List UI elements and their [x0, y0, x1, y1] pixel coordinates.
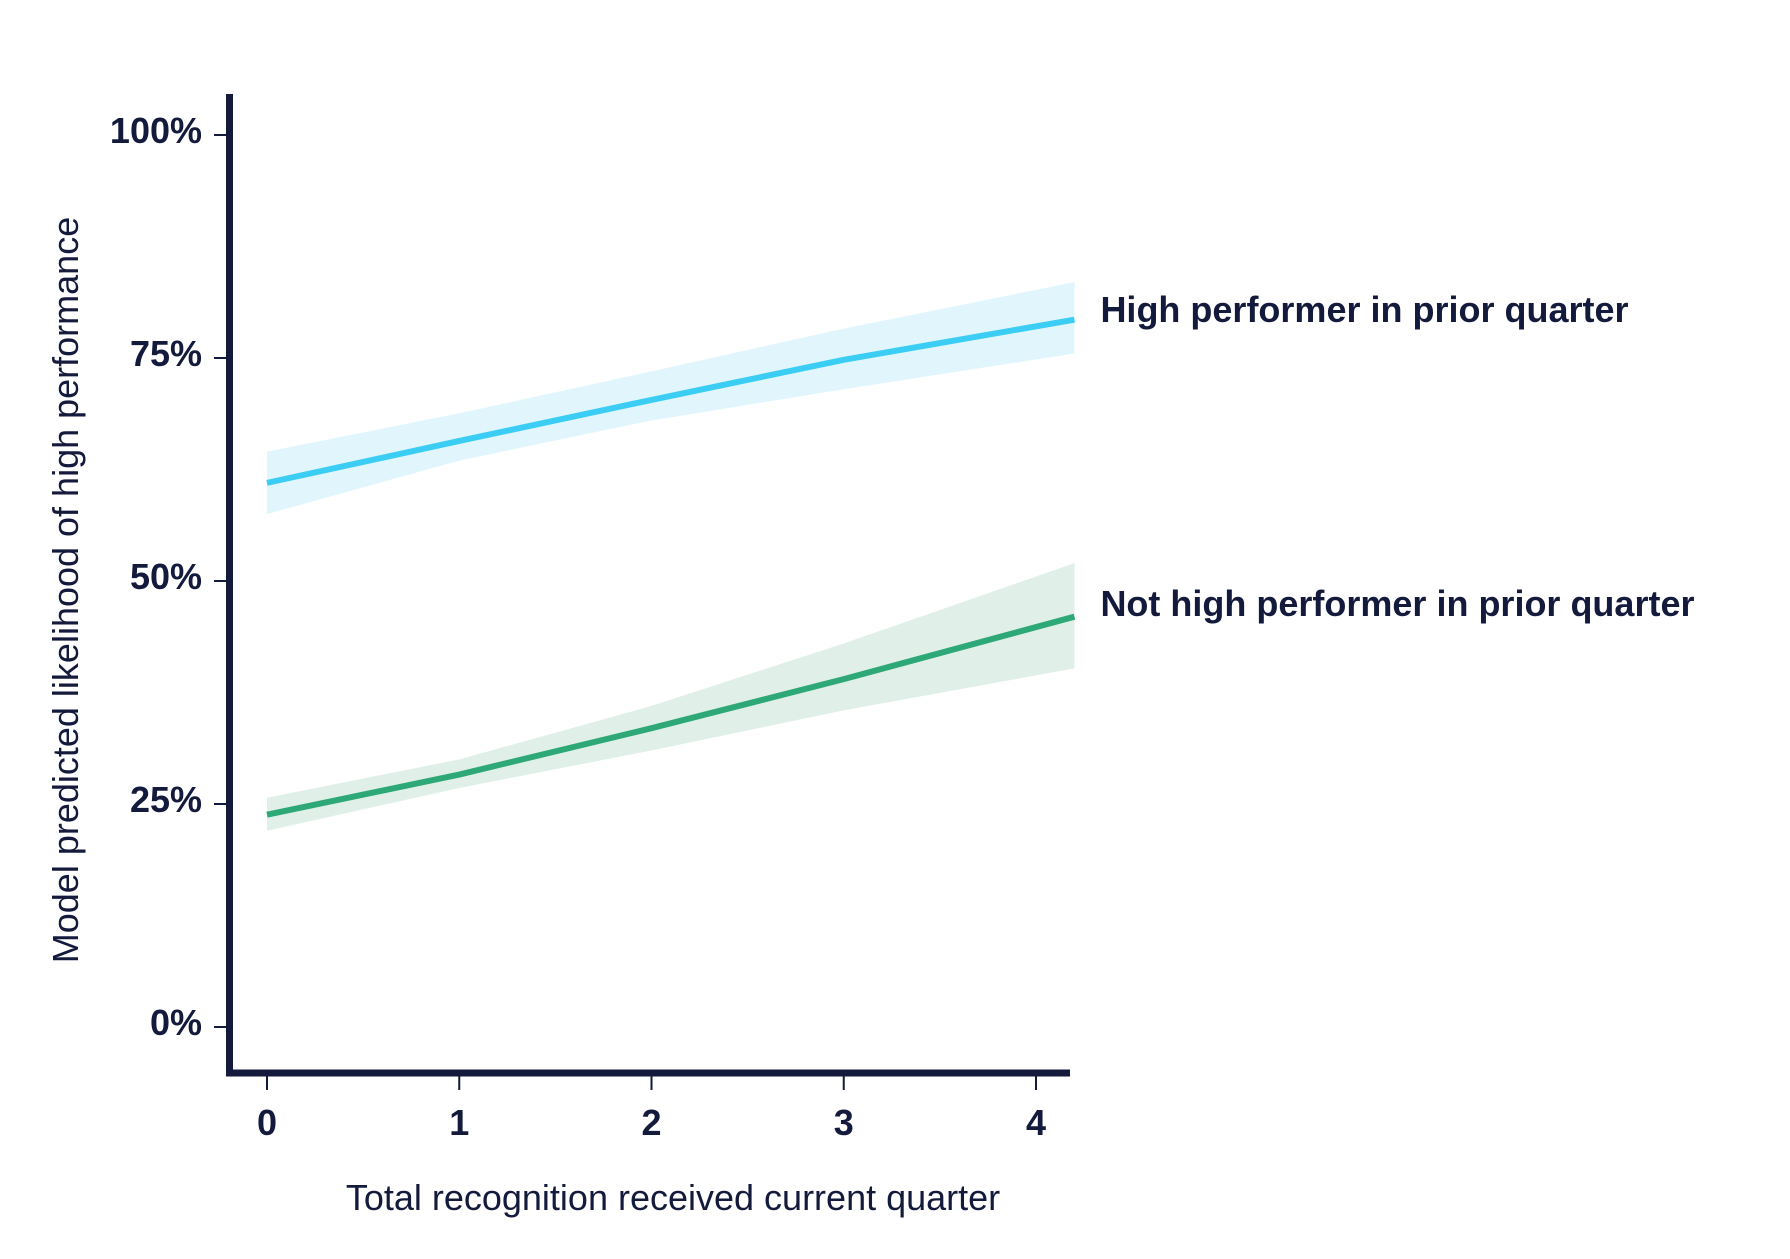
x-ticks: 0 1 2 3 4: [257, 1076, 1046, 1143]
x-tick-label: 2: [641, 1102, 661, 1143]
confidence-bands: [267, 282, 1075, 831]
series-line: [266, 613, 1076, 818]
y-tick-label: 0%: [150, 1002, 202, 1043]
x-tick-label: 3: [834, 1102, 854, 1143]
series-lines: [266, 316, 1076, 818]
y-tick-label: 25%: [130, 779, 202, 820]
y-tick-label: 100%: [110, 110, 202, 151]
y-axis-label: Model predicted likelihood of high perfo…: [45, 217, 86, 963]
x-tick-label: 1: [449, 1102, 469, 1143]
series-line: [266, 316, 1075, 486]
confidence-band: [267, 563, 1075, 831]
x-axis-label: Total recognition received current quart…: [346, 1177, 1000, 1218]
series-label: High performer in prior quarter: [1100, 289, 1628, 330]
y-tick-label: 75%: [130, 333, 202, 374]
x-tick-label: 0: [257, 1102, 277, 1143]
x-tick-label: 4: [1026, 1102, 1046, 1143]
y-ticks: 0% 25% 50% 75% 100%: [110, 110, 229, 1043]
series-label: Not high performer in prior quarter: [1100, 583, 1694, 624]
y-tick-label: 50%: [130, 556, 202, 597]
series-labels: High performer in prior quarter Not high …: [1100, 289, 1694, 624]
